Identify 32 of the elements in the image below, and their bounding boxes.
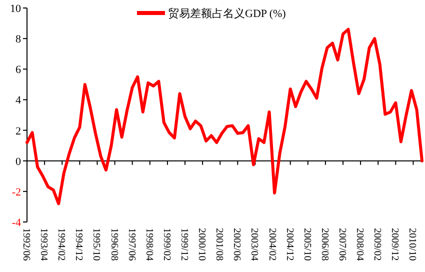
x-tick-label: 1999/12 bbox=[178, 228, 190, 261]
y-tick-label: 4 bbox=[16, 94, 22, 107]
x-tick-label: 1994/12 bbox=[73, 228, 84, 261]
y-tick-label: 8 bbox=[16, 34, 22, 46]
x-tick-label: 2010/10 bbox=[406, 228, 418, 261]
x-tick-label: 2005/10 bbox=[301, 228, 312, 261]
x-tick-label: 1993/04 bbox=[38, 228, 50, 261]
x-tick-label: 1992/06 bbox=[20, 228, 32, 261]
y-tick-label: 2 bbox=[16, 125, 21, 138]
y-tick-label: -2 bbox=[12, 186, 21, 198]
x-tick-label: 2000/10 bbox=[196, 228, 208, 261]
x-tick-label: 2002/06 bbox=[231, 228, 242, 261]
x-tick-label: 1999/02 bbox=[160, 228, 172, 261]
x-tick-label: 2003/04 bbox=[248, 228, 260, 261]
x-tick-label: 1995/10 bbox=[90, 228, 102, 261]
x-tick-label: 2004/12 bbox=[284, 228, 295, 261]
x-tick-label: 2007/06 bbox=[336, 228, 348, 261]
x-tick-label: 2009/02 bbox=[372, 228, 383, 261]
y-tick-label: 6 bbox=[16, 64, 22, 76]
x-tick-label: 1998/04 bbox=[143, 228, 154, 261]
y-tick-label: -4 bbox=[12, 217, 22, 229]
x-tick-label: 2001/08 bbox=[214, 228, 225, 261]
x-tick-label: 1997/06 bbox=[126, 228, 137, 261]
x-tick-label: 2004/02 bbox=[266, 228, 278, 261]
x-tick-label: 2009/12 bbox=[389, 228, 400, 261]
y-tick-label: 0 bbox=[16, 156, 22, 168]
x-tick-label: 2008/04 bbox=[354, 228, 366, 261]
y-tick-label: 10 bbox=[10, 3, 22, 15]
x-tick-label: 1994/02 bbox=[56, 228, 67, 261]
x-tick-label: 1996/08 bbox=[108, 228, 120, 261]
legend-label: 贸易差额占名义GDP (%) bbox=[168, 7, 286, 20]
x-tick-label: 2006/08 bbox=[318, 228, 330, 261]
